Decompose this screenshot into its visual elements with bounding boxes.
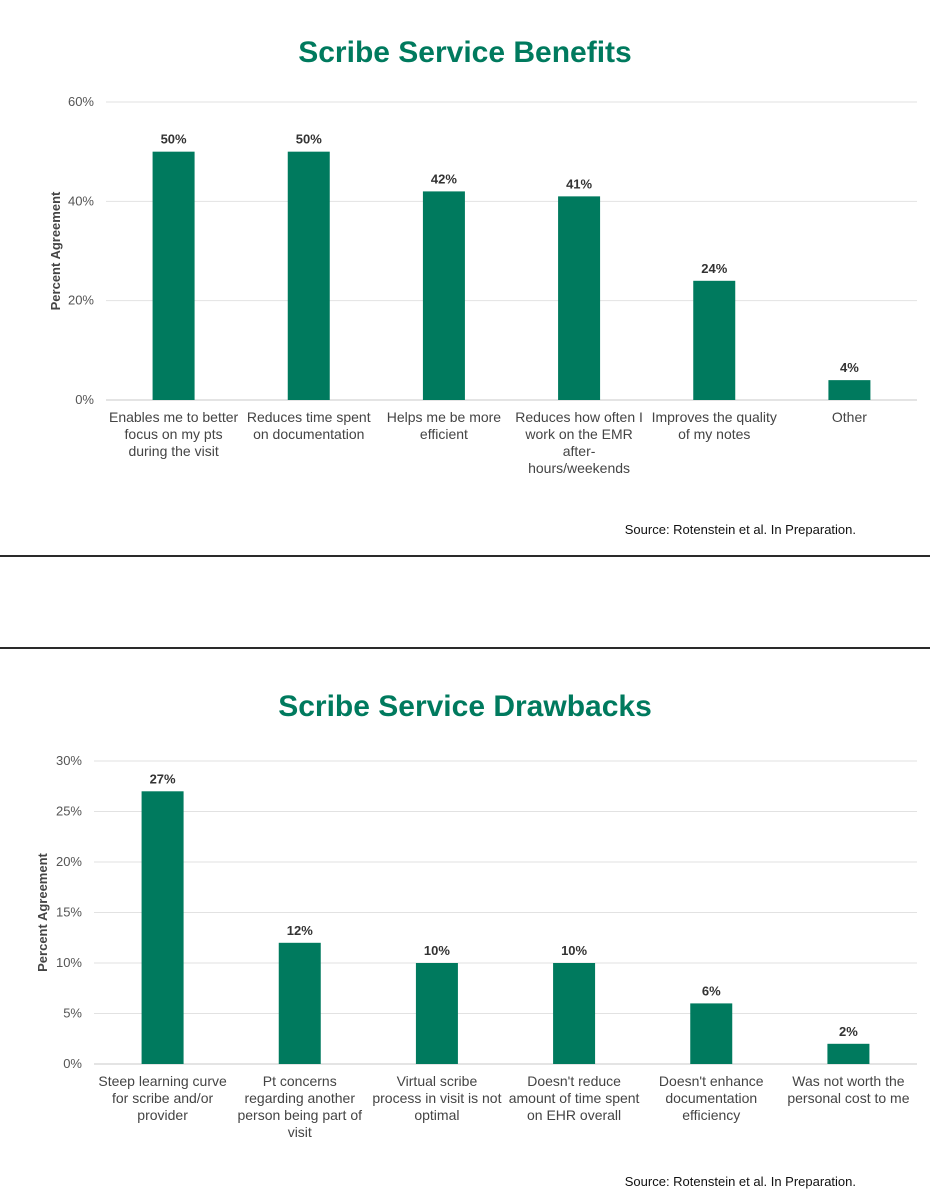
data-label: 4%	[840, 360, 859, 375]
bar	[278, 942, 321, 1064]
x-tick-label: Steep learning curve	[98, 1073, 227, 1089]
data-label: 41%	[566, 176, 592, 191]
x-tick-label: focus on my pts	[125, 426, 223, 442]
data-label: 6%	[702, 983, 721, 998]
x-tick-label: process in visit is not	[372, 1090, 501, 1106]
bar	[553, 963, 596, 1064]
data-label: 2%	[839, 1024, 858, 1039]
bar	[827, 1043, 870, 1064]
bar	[287, 151, 330, 400]
chart-title: Scribe Service Benefits	[298, 36, 632, 69]
x-tick-label: Improves the quality	[652, 409, 777, 425]
x-tick-label: visit	[288, 1124, 312, 1140]
bar	[141, 791, 184, 1064]
y-tick-label: 40%	[68, 193, 94, 208]
x-tick-label: Reduces how often I	[515, 409, 643, 425]
chart-title: Scribe Service Drawbacks	[278, 690, 652, 723]
x-tick-label: on EHR overall	[527, 1107, 621, 1123]
source-note: Source: Rotenstein et al. In Preparation…	[624, 1174, 856, 1189]
divider-line	[0, 647, 930, 649]
y-tick-label: 25%	[56, 804, 82, 819]
x-tick-label: Doesn't enhance	[659, 1073, 764, 1089]
y-tick-label: 0%	[63, 1056, 82, 1071]
x-tick-label: optimal	[414, 1107, 459, 1123]
x-tick-label: on documentation	[253, 426, 364, 442]
data-label: 42%	[431, 171, 457, 186]
data-label: 12%	[287, 923, 313, 938]
x-tick-label: Pt concerns	[263, 1073, 337, 1089]
bar	[152, 151, 195, 400]
y-tick-label: 30%	[56, 753, 82, 768]
divider-line	[0, 555, 930, 557]
x-tick-label: for scribe and/or	[112, 1090, 213, 1106]
bar	[422, 191, 465, 400]
data-label: 50%	[161, 132, 187, 147]
data-label: 50%	[296, 132, 322, 147]
x-tick-label: Other	[832, 409, 867, 425]
x-tick-label: provider	[137, 1107, 188, 1123]
bar	[693, 280, 736, 400]
x-tick-label: regarding another	[244, 1090, 355, 1106]
bar	[415, 963, 458, 1064]
x-tick-label: hours/weekends	[528, 460, 630, 476]
bar	[690, 1003, 733, 1064]
x-tick-label: of my notes	[678, 426, 750, 442]
x-tick-label: efficiency	[682, 1107, 740, 1123]
x-tick-label: amount of time spent	[509, 1090, 640, 1106]
x-tick-label: Enables me to better	[109, 409, 239, 425]
x-tick-label: Reduces time spent	[247, 409, 371, 425]
y-tick-label: 20%	[56, 854, 82, 869]
x-tick-label: Was not worth the	[792, 1073, 905, 1089]
y-axis-label: Percent Agreement	[35, 852, 50, 971]
benefits-bar-chart: 0% 20% 40% 60% Percent Agreement 50% Enables m…	[48, 94, 917, 476]
y-tick-label: 60%	[68, 94, 94, 109]
source-note: Source: Rotenstein et al. In Preparation…	[624, 522, 856, 537]
data-label: 24%	[701, 261, 727, 276]
benefits-chart-panel: Scribe Service Benefits 0% 20% 40% 60% Perce…	[0, 0, 930, 556]
x-tick-label: Helps me be more	[387, 409, 502, 425]
drawbacks-bar-chart: 0% 5% 10% 15% 20% 25% 30% Percent Agreement 27% S…	[35, 753, 917, 1140]
x-tick-label: person being part of	[237, 1107, 362, 1123]
x-tick-label: after-	[563, 443, 596, 459]
x-tick-label: personal cost to me	[787, 1090, 909, 1106]
data-label: 27%	[150, 771, 176, 786]
y-tick-label: 15%	[56, 905, 82, 920]
x-tick-label: efficient	[420, 426, 468, 442]
x-tick-label: Doesn't reduce	[527, 1073, 621, 1089]
drawbacks-chart-panel: Scribe Service Drawbacks 0% 5% 10% 15% 20% 25…	[0, 650, 930, 1200]
data-label: 10%	[424, 943, 450, 958]
data-label: 10%	[561, 943, 587, 958]
y-tick-label: 0%	[75, 392, 94, 407]
bar	[828, 380, 871, 400]
y-axis-label: Percent Agreement	[48, 191, 63, 310]
bar	[558, 196, 601, 400]
x-tick-label: Virtual scribe	[397, 1073, 478, 1089]
y-tick-label: 10%	[56, 955, 82, 970]
x-tick-label: work on the EMR	[524, 426, 632, 442]
y-tick-label: 5%	[63, 1006, 82, 1021]
x-tick-label: during the visit	[128, 443, 218, 459]
y-tick-label: 20%	[68, 293, 94, 308]
x-tick-label: documentation	[665, 1090, 757, 1106]
